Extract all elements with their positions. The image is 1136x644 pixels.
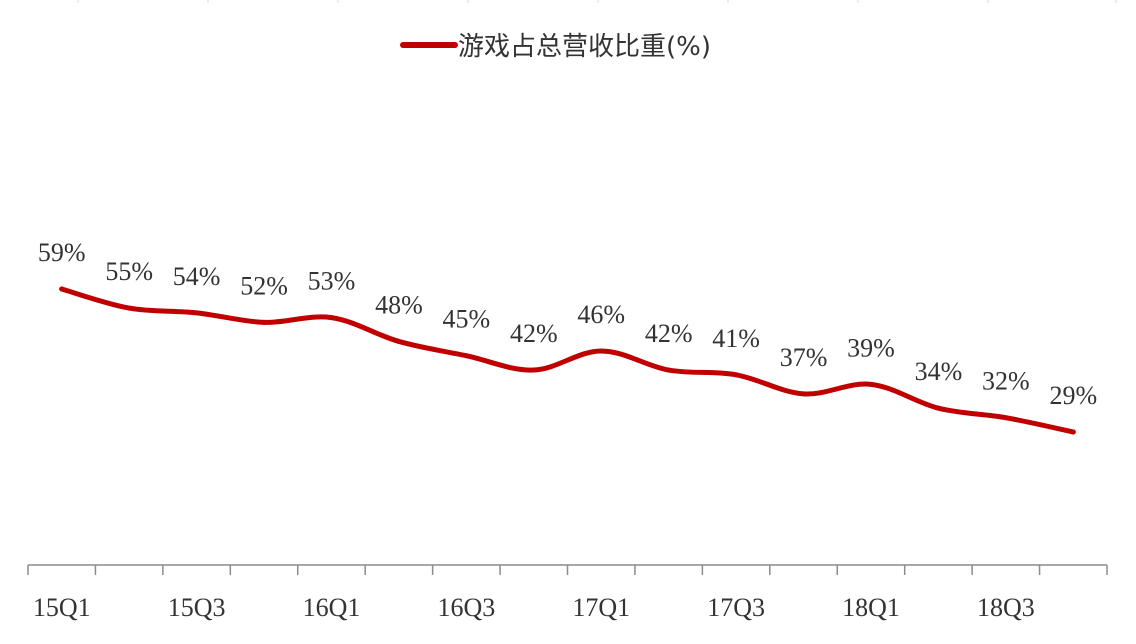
x-tick-label-17Q3: 17Q3 [707,593,765,622]
data-point-17Q3 [733,372,739,378]
x-tick-label-18Q3: 18Q3 [977,593,1035,622]
data-point-15Q1 [59,286,65,292]
data-point-16Q3 [463,353,469,359]
x-tick-label-15Q1: 15Q1 [33,593,91,622]
x-tick-label-15Q3: 15Q3 [168,593,226,622]
data-label-18Q4: 29% [1049,381,1097,410]
data-point-17Q1 [598,348,604,354]
top-gridlines [77,0,1117,3]
data-label-17Q2: 42% [645,319,693,348]
data-label-16Q3: 45% [443,305,491,334]
data-point-16Q4 [531,367,537,373]
data-point-15Q4 [261,319,267,325]
data-labels-group: 59% 55% 54% 52% 53% 48% 45% 42% 46% 42% 41% 37% 39% 3… [38,238,1097,410]
data-label-16Q4: 42% [510,319,558,348]
x-tick-label-16Q1: 16Q1 [303,593,361,622]
legend-label: 游戏占总营收比重(%) [458,32,711,62]
data-point-15Q3 [194,310,200,316]
data-label-17Q4: 37% [780,343,828,372]
data-label-18Q3: 32% [982,367,1030,396]
data-label-18Q2: 34% [915,357,963,386]
data-point-17Q2 [666,367,672,373]
data-label-15Q3: 54% [173,262,221,291]
x-axis: 15Q1 15Q3 16Q1 16Q3 17Q1 17Q3 18Q1 18Q3 [27,564,1108,622]
x-tick-label-17Q1: 17Q1 [572,593,630,622]
x-tick-label-16Q3: 16Q3 [437,593,495,622]
data-label-16Q2: 48% [375,290,423,319]
legend: 游戏占总营收比重(%) [400,32,711,62]
data-point-18Q2 [935,405,941,411]
data-point-16Q1 [328,315,334,321]
x-tick-label-18Q1: 18Q1 [842,593,900,622]
data-label-17Q1: 46% [577,300,625,329]
series-line [59,286,1076,435]
series-line-group [59,286,1076,435]
data-point-15Q2 [126,305,132,311]
data-label-15Q1: 59% [38,238,86,267]
data-point-17Q4 [801,391,807,397]
data-point-16Q2 [396,338,402,344]
data-point-18Q4 [1070,429,1076,435]
data-point-18Q3 [1003,415,1009,421]
data-label-15Q4: 52% [240,271,288,300]
data-label-17Q3: 41% [712,324,760,353]
data-label-18Q1: 39% [847,333,895,362]
data-label-15Q2: 55% [105,257,153,286]
data-label-16Q1: 53% [308,267,356,296]
data-point-18Q1 [868,381,874,387]
